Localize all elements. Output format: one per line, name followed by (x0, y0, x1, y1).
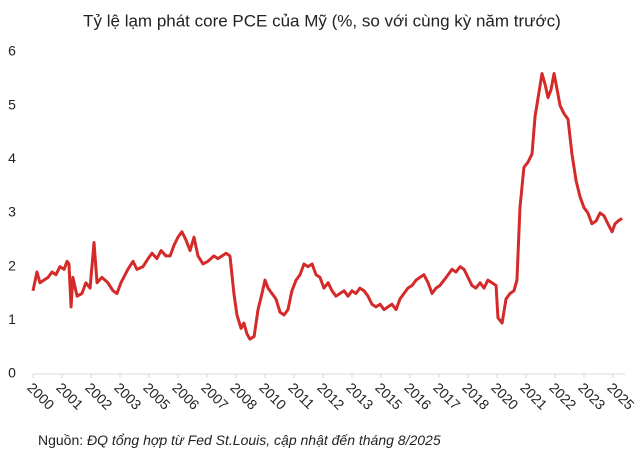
x-tick-label: 2008 (227, 379, 260, 412)
x-tick-label: 2003 (111, 379, 144, 412)
x-tick-label: 2000 (24, 379, 57, 412)
x-tick-label: 2012 (314, 379, 347, 412)
x-tick-label: 2020 (488, 379, 521, 412)
x-tick-label: 2016 (401, 379, 434, 412)
x-tick-label: 2022 (546, 379, 579, 412)
x-tick-label: 2021 (517, 379, 550, 412)
y-tick-label: 1 (8, 311, 16, 327)
source-label: Nguồn: (38, 432, 83, 448)
x-tick-label: 2001 (53, 379, 86, 412)
x-tick-label: 2006 (169, 379, 202, 412)
x-tick-label: 2015 (372, 379, 405, 412)
x-tick-label: 2002 (82, 379, 115, 412)
source: Nguồn: ĐQ tổng hợp từ Fed St.Louis, cập … (38, 432, 441, 448)
y-tick-label: 6 (8, 43, 16, 59)
y-tick-label: 5 (8, 96, 16, 112)
x-tick-label: 2023 (575, 379, 608, 412)
y-tick-label: 0 (8, 365, 16, 381)
x-tick-label: 2017 (430, 379, 463, 412)
y-tick-label: 4 (8, 150, 16, 166)
chart-title: Tỷ lệ lạm phát core PCE của Mỹ (%, so vớ… (83, 11, 561, 30)
x-tick-label: 2025 (604, 379, 637, 412)
x-tick-label: 2010 (256, 379, 289, 412)
y-tick-label: 3 (8, 204, 16, 220)
y-tick-label: 2 (8, 257, 16, 273)
x-tick-label: 2007 (198, 379, 231, 412)
x-tick-label: 2005 (140, 379, 173, 412)
source-text: ĐQ tổng hợp từ Fed St.Louis, cập nhật đế… (87, 432, 441, 448)
x-tick-label: 2018 (459, 379, 492, 412)
x-tick-label: 2013 (343, 379, 376, 412)
line (31, 71, 623, 341)
x-tick-label: 2011 (285, 379, 318, 412)
